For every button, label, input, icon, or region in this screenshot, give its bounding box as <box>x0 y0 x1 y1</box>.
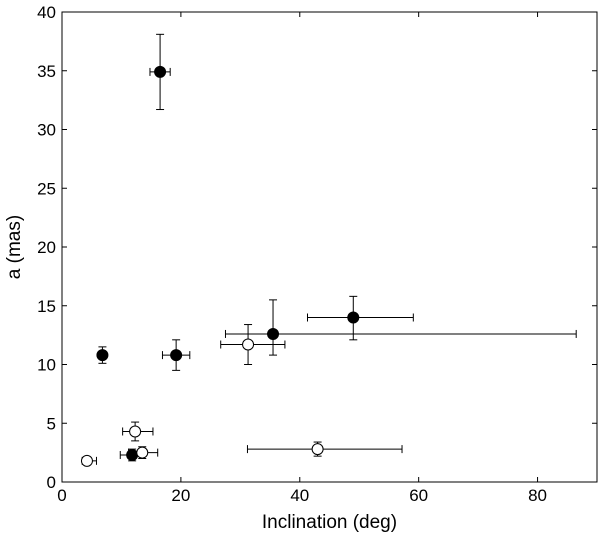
y-tick-label: 25 <box>37 179 56 198</box>
filled-circle-marker <box>347 311 360 324</box>
filled-data-point <box>307 295 414 341</box>
open-circle-marker <box>129 425 142 438</box>
filled-data-point <box>224 299 577 356</box>
open-data-point <box>80 454 97 467</box>
plot-area-frame <box>61 11 598 483</box>
y-tick-label: 0 <box>47 473 56 492</box>
open-circle-marker <box>136 446 149 459</box>
x-tick-label: 80 <box>528 486 547 505</box>
filled-data-point <box>161 339 191 371</box>
open-data-point <box>128 446 159 459</box>
filled-circle-marker <box>154 65 167 78</box>
y-tick-label: 30 <box>37 121 56 140</box>
x-tick-label: 0 <box>57 486 66 505</box>
x-tick-label: 40 <box>290 486 309 505</box>
axis-ticks: 0 20 40 60 80 0 5 10 15 20 25 30 35 40 <box>37 3 597 505</box>
y-tick-label: 20 <box>37 238 56 257</box>
open-data-point <box>220 324 286 365</box>
plot-marks <box>80 33 577 467</box>
filled-data-point <box>149 33 171 111</box>
y-axis-label: a (mas) <box>4 215 25 279</box>
open-circle-marker <box>242 338 255 351</box>
y-tick-label: 15 <box>37 297 56 316</box>
y-tick-label: 10 <box>37 356 56 375</box>
x-tick-label: 20 <box>171 486 190 505</box>
open-data-point <box>246 441 403 457</box>
y-tick-label: 35 <box>37 62 56 81</box>
filled-circle-marker <box>267 327 280 340</box>
y-tick-label: 5 <box>47 414 56 433</box>
y-tick-label: 40 <box>37 3 56 22</box>
filled-data-point <box>96 346 109 364</box>
filled-circle-marker <box>96 349 109 362</box>
x-tick-label: 60 <box>409 486 428 505</box>
open-circle-marker <box>311 443 324 456</box>
x-axis-label: Inclination (deg) <box>262 512 397 533</box>
open-data-point <box>122 421 154 442</box>
open-circle-marker <box>80 454 93 467</box>
filled-circle-marker <box>170 349 183 362</box>
